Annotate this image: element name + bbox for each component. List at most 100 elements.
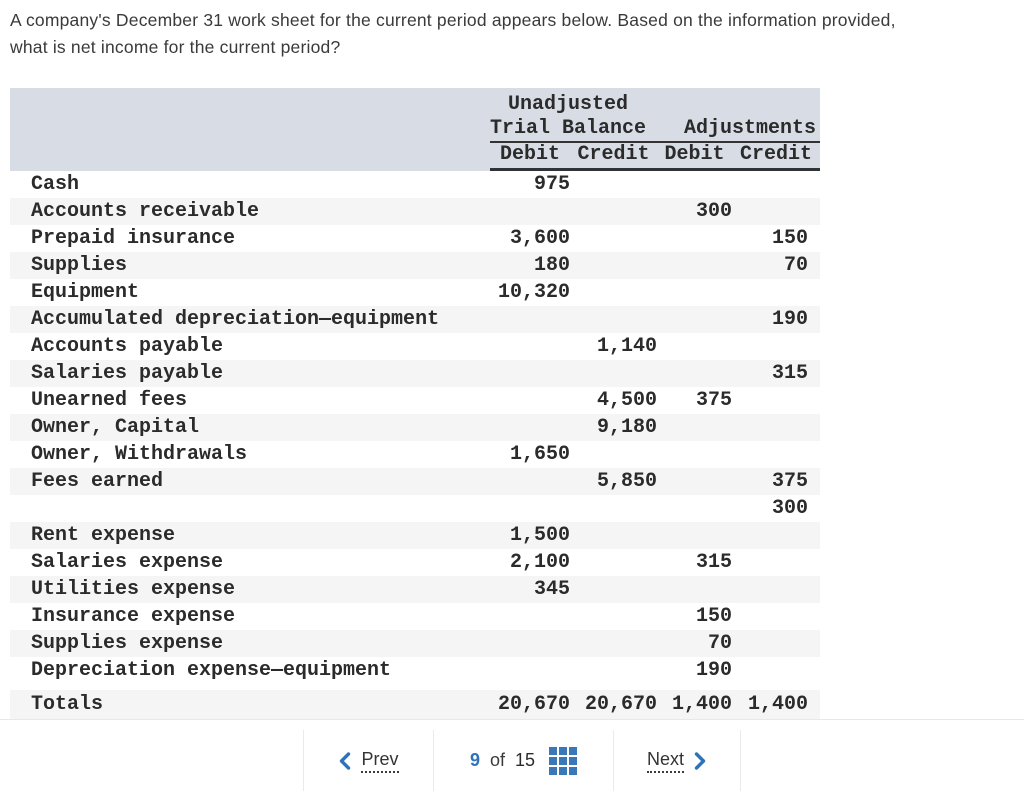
adj-credit-header: Credit <box>739 143 812 166</box>
account-label: Salaries expense <box>31 551 224 574</box>
chevron-right-icon <box>694 751 707 770</box>
utb-debit-cell: 975 <box>533 173 570 196</box>
subcolumn-header-row: Debit Credit Debit Credit <box>10 143 820 167</box>
worksheet-row: Utilities expense 345 <box>10 576 820 603</box>
utb-debit-cell: 1,650 <box>509 443 570 466</box>
adj-debit-cell <box>657 468 732 495</box>
adj-debit-cell <box>657 225 732 252</box>
grid-view-icon[interactable] <box>549 746 578 775</box>
adj-debit-cell: 300 <box>695 200 732 223</box>
adj-debit-cell: 375 <box>695 389 732 412</box>
worksheet-row: Insurance expense 150 <box>10 603 820 630</box>
utb-debit-cell <box>490 630 570 657</box>
question-line-2: what is net income for the current perio… <box>10 37 341 57</box>
account-label: Utilities expense <box>31 578 236 601</box>
utb-credit-cell <box>570 306 657 333</box>
worksheet-row: 300 <box>10 495 820 522</box>
adj-credit-cell: 70 <box>783 254 808 277</box>
totals-adj-debit: 1,400 <box>671 693 732 716</box>
next-label: Next <box>646 749 684 773</box>
utb-debit-cell: 10,320 <box>497 281 570 304</box>
utb-debit-cell <box>490 333 570 360</box>
account-label: Accounts payable <box>31 335 224 358</box>
utb-credit-cell <box>570 576 657 603</box>
utb-debit-cell: 1,500 <box>509 524 570 547</box>
next-button[interactable]: Next <box>614 730 741 791</box>
worksheet-row: Accumulated depreciation—equipment 190 <box>10 306 820 333</box>
page-of-label: of <box>489 750 505 770</box>
adj-debit-cell <box>657 252 732 279</box>
adj-debit-cell <box>657 414 732 441</box>
worksheet-row: Fees earned 5,850 375 <box>10 468 820 495</box>
account-label: Owner, Capital <box>31 416 200 439</box>
unadjusted-header-label: Unadjusted <box>507 93 629 116</box>
account-label: Supplies <box>31 254 128 277</box>
utb-debit-cell <box>490 414 570 441</box>
worksheet-row: Cash 975 <box>10 171 820 198</box>
totals-rule-row <box>10 684 820 690</box>
adj-debit-cell: 315 <box>695 551 732 574</box>
account-label: Owner, Withdrawals <box>31 443 248 466</box>
worksheet-row: Owner, Capital 9,180 <box>10 414 820 441</box>
adj-credit-cell <box>732 603 820 630</box>
utb-debit-cell <box>490 495 570 522</box>
worksheet-row: Rent expense 1,500 <box>10 522 820 549</box>
adj-debit-header: Debit <box>664 143 725 166</box>
account-label: Accumulated depreciation—equipment <box>31 308 440 331</box>
utb-debit-cell <box>490 306 570 333</box>
utb-debit-cell <box>490 360 570 387</box>
account-label: Unearned fees <box>31 389 188 412</box>
adj-credit-cell <box>732 549 820 576</box>
adj-debit-cell <box>657 522 732 549</box>
page-indicator: 9 of 15 <box>434 730 614 791</box>
adj-debit-cell <box>657 576 732 603</box>
utb-debit-header: Debit <box>499 143 560 166</box>
prev-label: Prev <box>361 749 399 773</box>
utb-credit-cell <box>570 495 657 522</box>
adj-credit-cell: 190 <box>771 308 808 331</box>
worksheet-row: Accounts receivable 300 <box>10 198 820 225</box>
utb-credit-cell <box>570 522 657 549</box>
totals-row: Totals 20,670 20,670 1,400 1,400 <box>10 690 820 720</box>
worksheet-row: Unearned fees 4,500 375 <box>10 387 820 414</box>
utb-credit-cell <box>570 252 657 279</box>
utb-debit-cell <box>490 468 570 495</box>
account-label: Depreciation expense—equipment <box>31 659 392 682</box>
worksheet-row: Owner, Withdrawals 1,650 <box>10 441 820 468</box>
utb-credit-cell: 1,140 <box>596 335 657 358</box>
utb-credit-cell <box>570 657 657 684</box>
header-rule-top <box>490 141 820 143</box>
utb-credit-cell <box>570 279 657 306</box>
content-divider <box>0 719 1024 720</box>
account-label: Prepaid insurance <box>31 227 236 250</box>
adj-credit-cell <box>732 630 820 657</box>
adj-credit-cell <box>732 441 820 468</box>
adj-credit-cell <box>732 576 820 603</box>
adj-debit-cell <box>657 171 732 198</box>
group-header-row: Trial Balance Adjustments <box>10 117 820 141</box>
adj-debit-cell <box>657 360 732 387</box>
worksheet-header: Unadjusted Trial Balance Adjustments Deb… <box>10 88 820 171</box>
utb-debit-cell: 180 <box>533 254 570 277</box>
adj-credit-cell: 375 <box>771 470 808 493</box>
worksheet-row: Prepaid insurance 3,600 150 <box>10 225 820 252</box>
utb-credit-cell <box>570 630 657 657</box>
adj-credit-cell: 315 <box>771 362 808 385</box>
adj-credit-cell: 300 <box>771 497 808 520</box>
adj-credit-cell <box>732 333 820 360</box>
utb-debit-cell: 345 <box>533 578 570 601</box>
adj-debit-cell <box>657 441 732 468</box>
account-label: Cash <box>31 173 80 196</box>
utb-credit-cell: 5,850 <box>596 470 657 493</box>
question-line-1: A company's December 31 work sheet for t… <box>10 10 896 30</box>
account-label: Supplies expense <box>31 632 224 655</box>
adj-debit-cell: 70 <box>707 632 732 655</box>
prev-button[interactable]: Prev <box>304 730 434 791</box>
utb-credit-cell <box>570 441 657 468</box>
spacer <box>10 143 490 167</box>
totals-label: Totals <box>31 693 104 716</box>
adj-debit-cell: 190 <box>695 659 732 682</box>
current-page-number: 9 <box>469 750 480 770</box>
utb-credit-cell <box>570 360 657 387</box>
